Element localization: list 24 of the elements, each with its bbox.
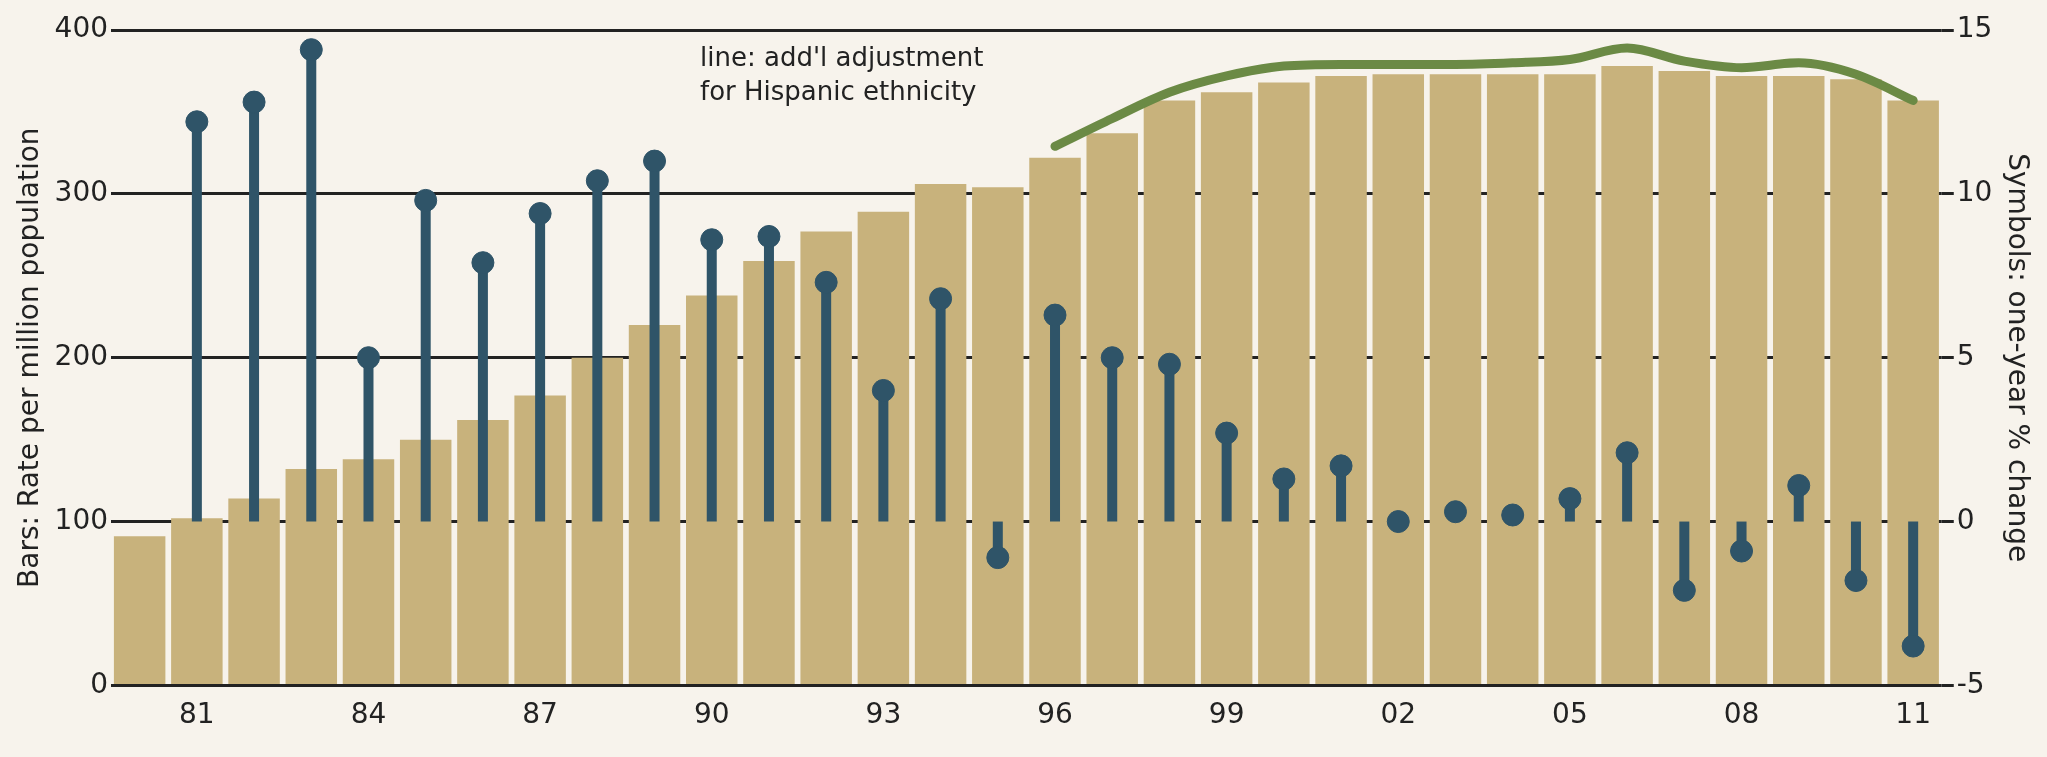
- y-tick-label: 300: [54, 175, 109, 209]
- annotation: line: add'l adjustment for Hispanic ethnicity: [700, 41, 985, 108]
- y2-tick-label: 5: [1956, 338, 1975, 372]
- y-tick-label: 0: [90, 666, 109, 700]
- y2-tick-label: 10: [1956, 175, 1993, 209]
- y2-tick-label: 15: [1956, 11, 1993, 45]
- y-tick-label: 200: [54, 338, 109, 372]
- y-tick-label: 100: [54, 502, 109, 536]
- x-tick-label: 05: [1552, 697, 1588, 731]
- x-tick-label: 93: [865, 697, 902, 731]
- x-tick-label: 99: [1208, 697, 1245, 731]
- x-tick-label: 11: [1895, 697, 1931, 731]
- x-tick-label: 08: [1723, 697, 1760, 731]
- x-tick-label: 84: [350, 697, 387, 731]
- x-tick-label: 87: [522, 697, 558, 731]
- x-tick-label: 81: [179, 697, 215, 731]
- x-tick-label: 96: [1037, 697, 1073, 731]
- y2-axis-title: Symbols: one-year % change: [2001, 153, 2035, 563]
- y2-tick-label: 0: [1956, 502, 1975, 536]
- y-axis-title: Bars: Rate per million population: [12, 127, 46, 588]
- x-tick-label: 02: [1380, 697, 1417, 731]
- y-tick-label: 400: [54, 11, 109, 45]
- x-tick-label: 90: [693, 697, 730, 731]
- y2-tick-label: -5: [1956, 666, 1985, 700]
